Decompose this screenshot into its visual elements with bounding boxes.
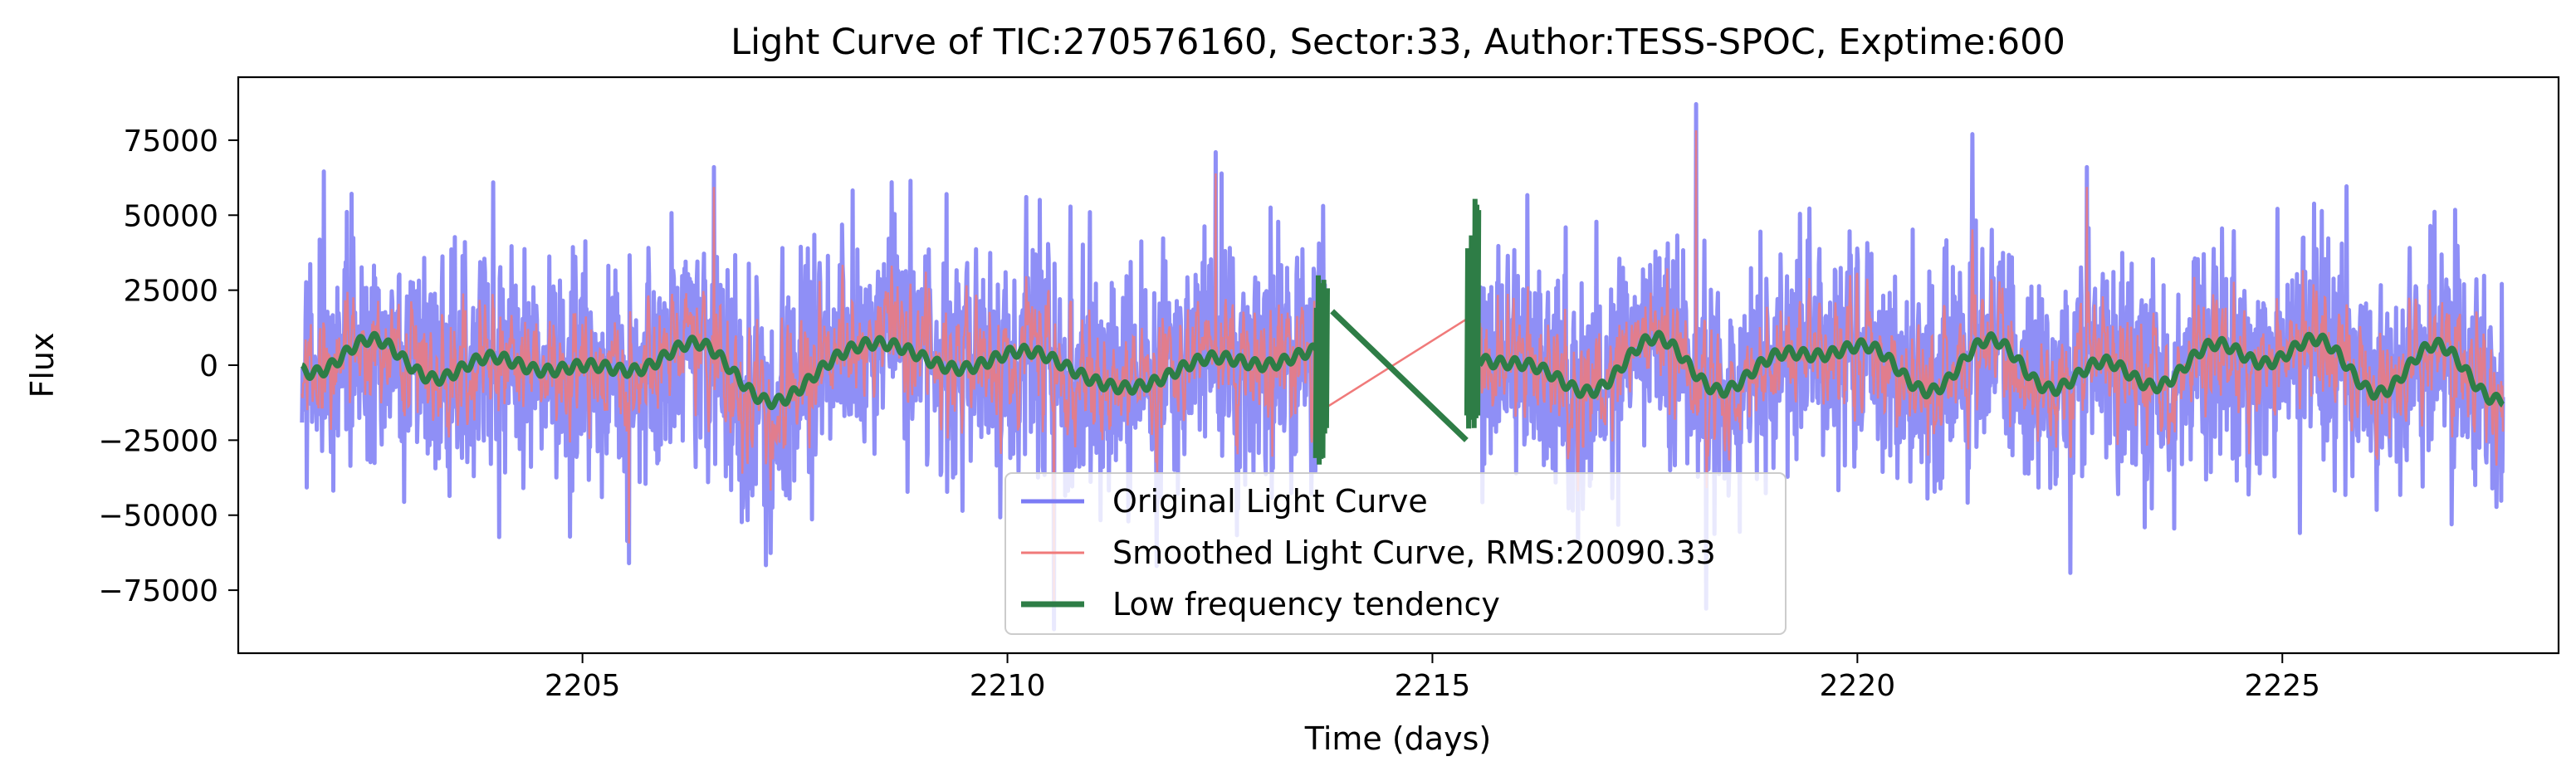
x-tick-label: 2205 [545, 669, 621, 703]
low-frequency-tendency-series [300, 198, 2505, 465]
y-tick-label: 75000 [123, 124, 218, 159]
y-tick-label: 25000 [123, 275, 218, 309]
y-tick-label: 0 [199, 349, 218, 383]
low-frequency-tendency-line [300, 329, 2505, 411]
x-axis-label: Time (days) [1304, 720, 1491, 757]
y-tick-label: −25000 [98, 424, 218, 458]
y-axis-label: Flux [24, 333, 61, 398]
legend: Original Light Curve Smoothed Light Curv… [1004, 472, 1787, 635]
trend-edge-spike [1312, 275, 1330, 465]
y-axis-ticks: −75000 −50000 −25000 0 25000 50000 75000 [98, 124, 238, 608]
smoothed-gap-bridge [1321, 310, 1480, 412]
legend-label-original: Original Light Curve [1112, 483, 1428, 520]
legend-label-smoothed: Smoothed Light Curve, RMS:20090.33 [1112, 534, 1716, 571]
x-tick-label: 2225 [2244, 669, 2320, 703]
y-tick-label: −75000 [98, 574, 218, 608]
x-tick-label: 2210 [970, 669, 1046, 703]
trend-gap-segment [1330, 309, 1469, 442]
chart-title: Light Curve of TIC:270576160, Sector:33,… [731, 22, 2065, 63]
y-tick-label: −50000 [98, 500, 218, 534]
x-axis-ticks: 2205 2210 2215 2220 2225 [545, 653, 2320, 703]
legend-label-trend: Low frequency tendency [1112, 586, 1500, 622]
y-tick-label: 50000 [123, 199, 218, 233]
plot-area [300, 102, 2505, 632]
trend-edge-spike [1464, 198, 1482, 429]
legend-box [1004, 472, 1787, 635]
x-tick-label: 2215 [1395, 669, 1471, 703]
x-tick-label: 2220 [1820, 669, 1896, 703]
